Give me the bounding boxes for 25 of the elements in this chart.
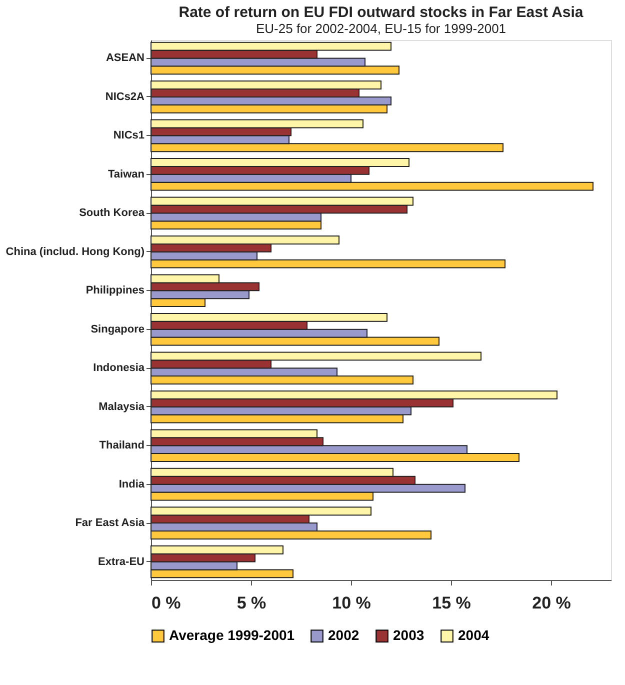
y-tick-label: China (includ. Hong Kong) [6, 246, 145, 258]
legend-label: 2002 [328, 627, 360, 644]
legend-label: Average 1999-2001 [169, 627, 295, 644]
y-tick-label: Singapore [90, 323, 144, 336]
x-tick-label: 5 % [236, 594, 266, 612]
y-tick-label: NICs1 [113, 130, 144, 142]
chart-subtitle: EU-25 for 2002-2004, EU-15 for 1999-2001 [256, 21, 506, 36]
legend-label: 2004 [458, 627, 490, 644]
y-tick-label: Philippines [86, 284, 144, 297]
chart-title: Rate of return on EU FDI outward stocks in Far East Asia [178, 4, 584, 21]
x-tick-label: 20 % [532, 594, 571, 612]
x-tick-label: 10 % [332, 594, 371, 612]
x-tick-label: 0 % [152, 594, 181, 612]
legend-label: 2003 [393, 627, 424, 644]
y-tick-label: South Korea [79, 207, 146, 220]
y-tick-label: Malaysia [98, 400, 146, 413]
y-tick-label: Taiwan [108, 168, 145, 180]
y-tick-label: Extra-EU [98, 556, 145, 568]
y-tick-label: ASEAN [106, 52, 145, 64]
x-tick-label: 15 % [432, 594, 471, 612]
y-tick-label: India [118, 478, 146, 490]
y-tick-label: Thailand [99, 440, 144, 452]
y-tick-label: Indonesia [93, 362, 146, 374]
y-tick-label: Far East Asia [75, 517, 146, 530]
y-tick-label: NICs2A [105, 90, 145, 103]
